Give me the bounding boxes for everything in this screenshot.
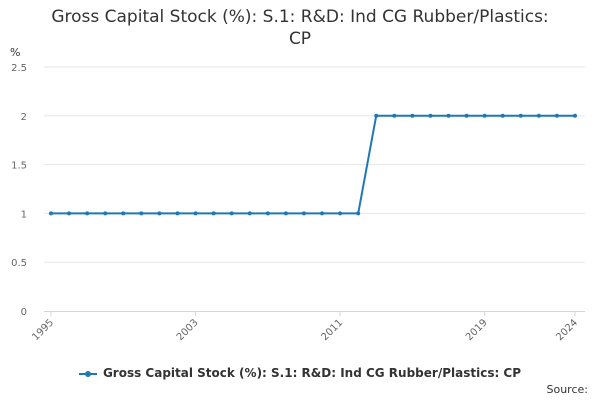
x-tick-label: 2019	[464, 317, 490, 343]
data-point[interactable]	[356, 211, 361, 216]
data-point[interactable]	[536, 113, 541, 118]
y-tick-label: 2	[21, 112, 27, 123]
data-point[interactable]	[103, 211, 108, 216]
data-point[interactable]	[157, 211, 162, 216]
data-point[interactable]	[247, 211, 252, 216]
data-point[interactable]	[320, 211, 325, 216]
y-tick-label: 1.5	[11, 161, 27, 172]
data-point[interactable]	[265, 211, 270, 216]
data-point[interactable]	[554, 113, 559, 118]
data-point[interactable]	[139, 211, 144, 216]
chart-title-line-2: CP	[288, 29, 312, 49]
data-point[interactable]	[482, 113, 487, 118]
data-point[interactable]	[121, 211, 126, 216]
data-point[interactable]	[49, 211, 53, 216]
data-point[interactable]	[410, 113, 415, 118]
legend-swatch	[78, 370, 97, 377]
data-point[interactable]	[175, 211, 180, 216]
data-point[interactable]	[211, 211, 216, 216]
x-tick-label: 2003	[175, 317, 201, 343]
data-point[interactable]	[392, 113, 397, 118]
data-point[interactable]	[464, 113, 469, 118]
data-point[interactable]	[85, 211, 90, 216]
data-point[interactable]	[518, 113, 523, 118]
x-tick-label: 2024	[554, 317, 580, 343]
x-tick-label: 1995	[30, 317, 56, 343]
x-tick-label: 2011	[319, 317, 345, 343]
source-label[interactable]: Source:	[546, 383, 589, 396]
y-axis-unit: %	[10, 46, 20, 59]
x-axis-ticks: 1995 2003 2011 2019 2024	[30, 311, 580, 343]
data-point[interactable]	[446, 113, 451, 118]
data-point[interactable]	[338, 211, 343, 216]
y-tick-label: 0.5	[11, 258, 27, 269]
legend[interactable]: Gross Capital Stock (%): S.1: R&D: Ind C…	[0, 366, 600, 380]
legend-label: Gross Capital Stock (%): S.1: R&D: Ind C…	[102, 366, 522, 380]
chart-title: Gross Capital Stock (%): S.1: R&D: Ind C…	[0, 6, 600, 50]
data-point[interactable]	[229, 211, 234, 216]
data-point[interactable]	[374, 113, 379, 118]
data-point[interactable]	[428, 113, 433, 118]
chart-title-line-1: Gross Capital Stock (%): S.1: R&D: Ind C…	[51, 7, 549, 27]
y-tick-label: 1	[21, 209, 27, 220]
gridlines	[44, 66, 585, 263]
y-tick-label: 0	[21, 307, 27, 318]
data-point[interactable]	[67, 211, 72, 216]
data-point[interactable]	[283, 211, 288, 216]
data-point[interactable]	[301, 211, 306, 216]
data-point[interactable]	[193, 211, 198, 216]
data-point[interactable]	[500, 113, 505, 118]
series-line	[51, 114, 575, 215]
y-tick-label: 2.5	[11, 63, 27, 74]
series-group	[49, 113, 577, 216]
y-axis-ticks: 0 0.5 1 1.5 2 2.5	[11, 63, 27, 318]
data-point[interactable]	[573, 113, 577, 118]
